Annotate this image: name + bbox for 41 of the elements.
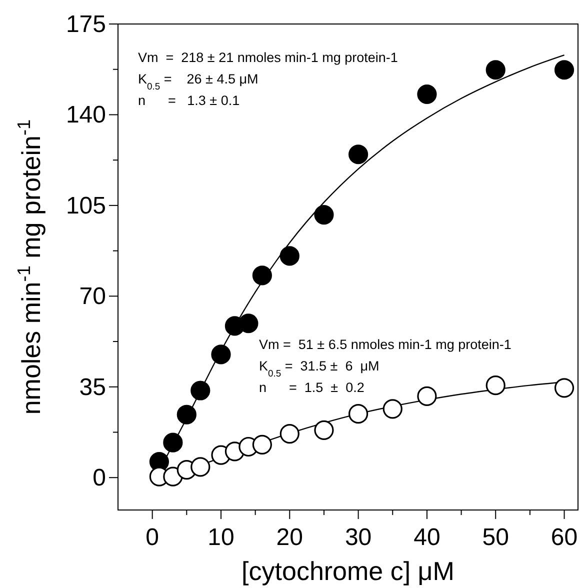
annotation: Vm = 218 ± 21 nmoles min-1 mg protein-1 xyxy=(138,50,398,65)
y-tick-label: 70 xyxy=(79,283,106,310)
point xyxy=(486,376,506,396)
annotation: n = 1.3 ± 0.1 xyxy=(138,93,240,108)
point xyxy=(190,380,210,400)
point xyxy=(280,246,300,266)
point xyxy=(252,434,272,454)
point xyxy=(486,60,506,80)
x-axis-title: [cytochrome c] μM xyxy=(242,556,454,586)
x-tick-label: 20 xyxy=(276,524,303,551)
point xyxy=(554,60,574,80)
x-tick-label: 30 xyxy=(344,524,372,551)
point xyxy=(176,404,196,424)
point xyxy=(417,84,437,104)
x-tick-label: 0 xyxy=(146,524,160,551)
point xyxy=(554,378,574,398)
y-tick-label: 140 xyxy=(66,102,106,129)
point xyxy=(238,314,258,334)
y-tick-label: 175 xyxy=(66,11,106,38)
annotation: K$_{0.5}$ = 26 ± 4.5 μM xyxy=(138,72,258,92)
x-tick-label: 60 xyxy=(550,524,578,551)
x-tick-label: 10 xyxy=(208,524,234,551)
point xyxy=(348,144,368,164)
point xyxy=(163,432,183,452)
point xyxy=(211,344,231,364)
point xyxy=(348,404,368,424)
y-tick-label: 105 xyxy=(66,192,106,220)
point xyxy=(314,204,334,225)
point xyxy=(382,399,402,419)
point xyxy=(314,420,334,440)
annotation: K$_{0.5}$ = 31.5 ± 6 μM xyxy=(259,358,380,379)
x-tick-label: 50 xyxy=(482,524,509,551)
point xyxy=(417,386,437,406)
y-tick-label: 35 xyxy=(79,374,106,401)
x-tick-label: 40 xyxy=(414,524,440,551)
point xyxy=(190,457,210,477)
annotation: Vm = 51 ± 6.5 nmoles min-1 mg protein-1 xyxy=(259,337,512,352)
point xyxy=(280,424,300,444)
point xyxy=(252,266,272,286)
y-tick-label: 0 xyxy=(92,464,106,492)
annotation: n = 1.5 ± 0.2 xyxy=(259,380,364,395)
